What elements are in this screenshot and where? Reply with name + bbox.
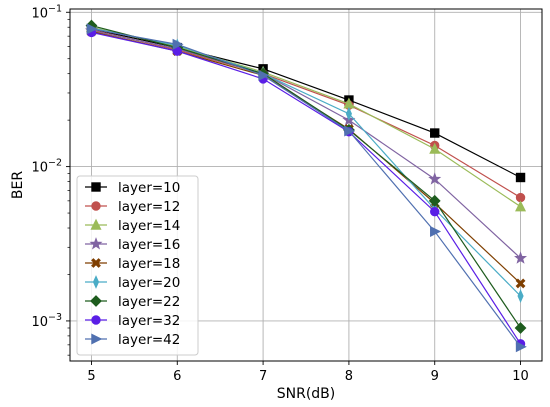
legend-label: layer=16: [118, 237, 180, 253]
data-point: [430, 225, 442, 237]
data-point: [428, 194, 441, 207]
legend-entry: layer=12: [85, 199, 180, 215]
legend-label: layer=14: [118, 218, 180, 234]
legend-marker: [92, 275, 100, 289]
series-line: [91, 30, 521, 259]
legend-marker: [91, 333, 103, 345]
x-axis-label: SNR(dB): [277, 386, 336, 402]
y-axis: 10−3 10−2 10−1: [31, 3, 70, 356]
data-point: [86, 23, 98, 35]
series-line: [91, 27, 521, 297]
legend-entry: layer=22: [85, 294, 180, 310]
x-tick-label: 8: [345, 369, 353, 384]
series-group: [84, 19, 528, 353]
series-layer-42: [86, 23, 527, 353]
series-line: [91, 29, 521, 199]
legend-label: layer=22: [118, 294, 180, 310]
legend-marker: [90, 218, 102, 230]
legend-entry: layer=14: [85, 218, 180, 234]
legend-marker: [91, 182, 101, 192]
legend-entry: layer=42: [85, 332, 180, 348]
legend-label: layer=42: [118, 332, 180, 348]
series-line: [91, 28, 522, 348]
legend-entry: layer=16: [85, 237, 180, 253]
data-point: [430, 128, 440, 138]
y-tick-label: 10−2: [31, 158, 62, 176]
legend-marker: [90, 295, 102, 307]
legend-marker: [89, 237, 103, 250]
y-axis-label: BER: [10, 171, 26, 199]
data-point: [515, 278, 526, 289]
data-point: [515, 200, 527, 212]
x-tick-label: 10: [512, 369, 529, 384]
legend: layer=10 layer=12 layer=14 layer=16 layer=18…: [76, 175, 199, 356]
x-tick-label: 7: [259, 369, 267, 384]
legend-marker: [91, 258, 101, 268]
data-point: [428, 172, 442, 185]
data-point: [515, 341, 527, 353]
data-point: [430, 207, 440, 217]
legend-label: layer=32: [118, 313, 180, 329]
legend-entry: layer=20: [85, 275, 180, 291]
data-point: [345, 106, 352, 121]
data-point: [517, 289, 524, 303]
series-line: [91, 24, 522, 329]
x-tick-label: 9: [431, 369, 439, 384]
data-point: [172, 38, 184, 50]
legend-marker: [91, 315, 101, 325]
data-point: [514, 251, 528, 264]
y-tick-label: 10−3: [31, 312, 62, 330]
data-point: [258, 69, 270, 81]
legend-entry: layer=10: [85, 180, 180, 196]
series-line: [91, 26, 521, 208]
x-axis: 5 6 7 8 9 10: [87, 361, 529, 384]
legend-entry: layer=18: [85, 256, 180, 272]
legend-marker: [91, 201, 101, 211]
legend-label: layer=18: [118, 256, 180, 272]
legend-entry: layer=32: [85, 313, 180, 329]
y-tick-label: 10−1: [31, 3, 62, 21]
legend-label: layer=12: [118, 199, 180, 215]
legend-label: layer=20: [118, 275, 180, 291]
data-point: [344, 125, 356, 137]
plot-frame: [69, 8, 543, 362]
x-tick-label: 5: [87, 369, 95, 384]
data-point: [515, 172, 526, 183]
data-point: [514, 322, 527, 334]
data-point: [429, 142, 441, 154]
series-line: [91, 31, 522, 345]
legend-box: [76, 175, 199, 356]
legend-label: layer=10: [118, 180, 180, 196]
x-tick-label: 6: [173, 369, 181, 384]
